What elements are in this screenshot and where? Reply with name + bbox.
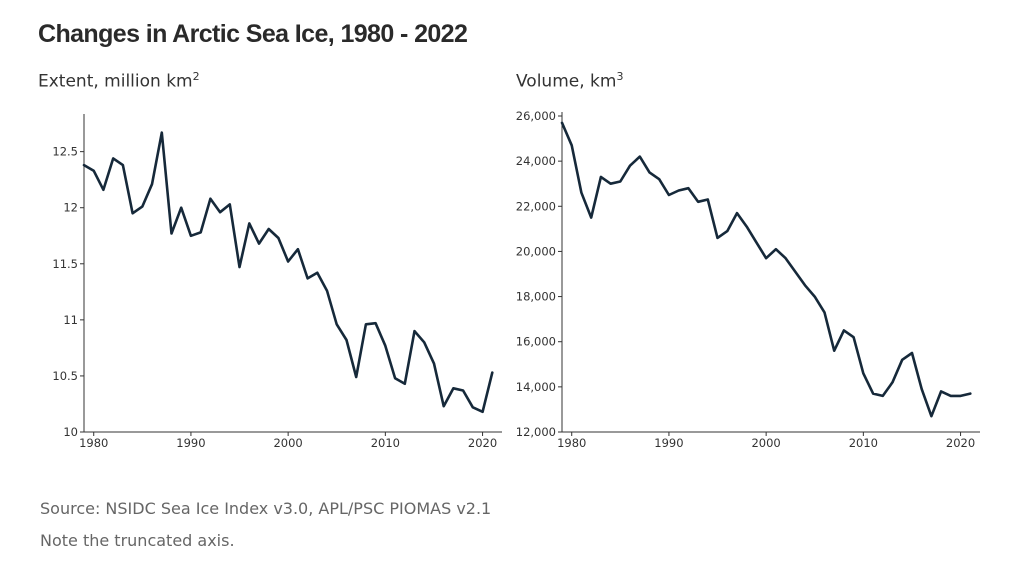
page-title: Changes in Arctic Sea Ice, 1980 - 2022 bbox=[38, 20, 468, 48]
extent-chart-title: Extent, million km2 bbox=[38, 70, 200, 92]
extent-x-tick-label: 2000 bbox=[273, 436, 302, 450]
volume-x-tick-label: 2010 bbox=[849, 436, 878, 450]
volume-x-tick-label: 2000 bbox=[751, 436, 780, 450]
volume-y-tick-label: 26,000 bbox=[516, 109, 556, 123]
extent-chart: 10 10.5 11 11.5 12 12.5 1980 1990 2000 2010 2020 bbox=[52, 114, 502, 450]
volume-chart: 12,000 14,000 16,000 18,000 20,000 22,000 24,0… bbox=[516, 109, 980, 450]
volume-unit-superscript: 3 bbox=[616, 70, 624, 83]
extent-y-tick-label: 12 bbox=[63, 201, 78, 215]
volume-x-tick-label: 1980 bbox=[557, 436, 586, 450]
truncated-axis-note: Note the truncated axis. bbox=[40, 531, 235, 550]
volume-chart-title-text: Volume, km bbox=[516, 71, 617, 92]
volume-y-tick-label: 18,000 bbox=[516, 290, 556, 304]
source-note: Source: NSIDC Sea Ice Index v3.0, APL/PS… bbox=[40, 499, 492, 518]
volume-y-tick-label: 16,000 bbox=[516, 335, 556, 349]
extent-unit-superscript: 2 bbox=[192, 70, 200, 83]
volume-y-tick-label: 22,000 bbox=[516, 199, 556, 213]
volume-y-tick-label: 12,000 bbox=[516, 425, 556, 439]
extent-x-tick-label: 2010 bbox=[371, 436, 400, 450]
volume-x-tick-label: 1990 bbox=[654, 436, 683, 450]
extent-x-tick-label: 1980 bbox=[79, 436, 108, 450]
volume-x-tick-label: 2020 bbox=[946, 436, 975, 450]
extent-y-tick-label: 10 bbox=[63, 425, 78, 439]
extent-y-tick-label: 10.5 bbox=[52, 369, 78, 383]
volume-series-line bbox=[560, 121, 972, 418]
volume-chart-title: Volume, km3 bbox=[516, 70, 623, 92]
extent-y-tick-label: 11 bbox=[63, 313, 78, 327]
extent-y-tick-label: 12.5 bbox=[52, 145, 78, 159]
extent-chart-title-text: Extent, million km bbox=[38, 71, 193, 92]
extent-series-line bbox=[82, 131, 494, 414]
volume-y-tick-label: 24,000 bbox=[516, 154, 556, 168]
volume-y-tick-label: 14,000 bbox=[516, 380, 556, 394]
volume-y-tick-label: 20,000 bbox=[516, 244, 556, 258]
extent-x-tick-label: 1990 bbox=[176, 436, 205, 450]
extent-x-tick-label: 2020 bbox=[468, 436, 497, 450]
extent-y-tick-label: 11.5 bbox=[52, 257, 78, 271]
